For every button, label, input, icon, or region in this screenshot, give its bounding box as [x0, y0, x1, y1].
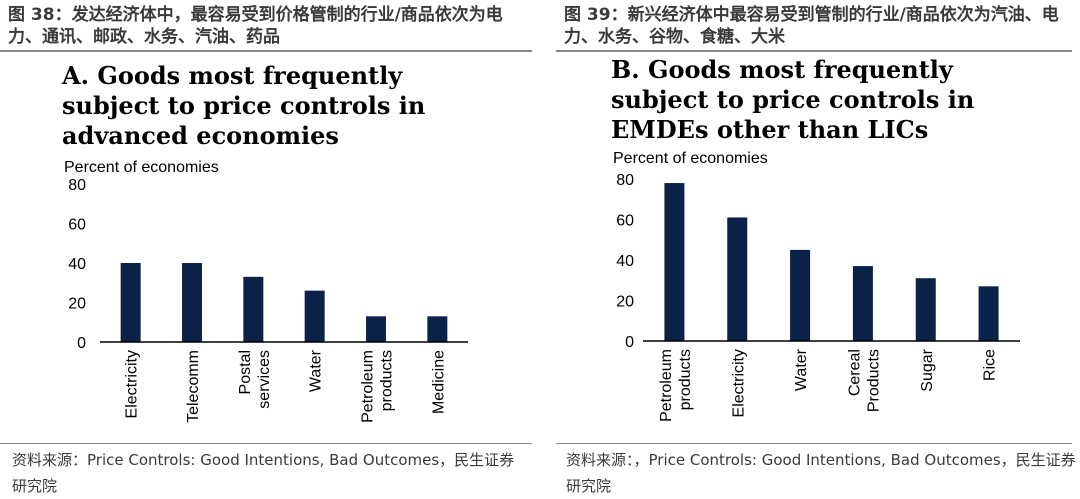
y-tick-label: 80 [68, 177, 86, 194]
top-divider [556, 50, 1072, 52]
x-tick-label: Sugar [919, 348, 936, 391]
bar-chart-emdes: Percent of economies 0 20 40 60 80 Petroleum pr… [613, 150, 1020, 422]
y-tick-label: 80 [616, 172, 634, 189]
x-tick-label: Products [865, 349, 882, 412]
y-tick-label: 40 [68, 256, 86, 273]
bar [120, 263, 141, 342]
chart-title: B. Goods most frequently subject to pric… [611, 55, 975, 144]
y-tick-label: 0 [77, 335, 86, 352]
figure-title: 图 39：新兴经济体中最容易受到管制的行业/商品依次为汽油、电力、水务、谷物、食… [564, 5, 1059, 47]
x-tick-label: Petroleum [658, 349, 675, 422]
x-tick-label: products [379, 350, 396, 411]
x-tick-label: Water [793, 348, 810, 391]
y-axis-label: Percent of economies [64, 159, 219, 176]
bar [790, 249, 811, 341]
x-tick-label: Petroleum [360, 350, 377, 423]
bar [978, 286, 999, 341]
y-tick-label: 0 [625, 334, 634, 351]
y-tick-label: 60 [616, 213, 634, 230]
figure-title: 图 38：发达经济体中，最容易受到价格管制的行业/商品依次为电力、通讯、邮政、水… [8, 5, 503, 47]
y-axis-label: Percent of economies [613, 150, 768, 167]
bar [182, 263, 202, 342]
top-divider [0, 50, 532, 52]
bar [366, 316, 386, 342]
bar [664, 183, 685, 341]
figure-panel-39: 图 39：新兴经济体中最容易受到管制的行业/商品依次为汽油、电力、水务、谷物、食… [556, 0, 1080, 495]
bar [727, 217, 748, 341]
bar [915, 278, 936, 341]
bar [427, 316, 448, 342]
x-tick-label: Postal [237, 350, 254, 394]
x-tick-label: Electricity [730, 349, 747, 417]
x-tick-label: Cereal [846, 349, 863, 396]
source-note: 资料来源：，Price Controls: Good Intentions, B… [566, 451, 1076, 495]
x-tick-label: products [677, 349, 694, 410]
y-tick-label: 20 [616, 294, 634, 311]
bottom-divider [0, 443, 532, 444]
figure-panel-38: 图 38：发达经济体中，最容易受到价格管制的行业/商品依次为电力、通讯、邮政、水… [0, 0, 540, 495]
bar [243, 276, 264, 342]
x-tick-label: Electricity [124, 350, 141, 418]
x-tick-label: Water [308, 349, 325, 392]
x-tick-label: Rice [982, 349, 999, 381]
x-tick-label: services [256, 350, 273, 409]
x-tick-label: Medicine [430, 350, 447, 414]
x-tick-label: Telecomm [185, 350, 202, 423]
y-tick-label: 40 [616, 253, 634, 270]
y-tick-label: 60 [68, 217, 86, 234]
bar [852, 266, 873, 341]
source-note: 资料来源：Price Controls: Good Intentions, Ba… [12, 451, 515, 495]
bar [304, 290, 325, 342]
bar-chart-advanced-economies: Percent of economies 0 20 40 60 80 Electricity… [64, 159, 468, 423]
chart-title: A. Goods most frequently subject to pric… [62, 61, 426, 150]
bottom-divider [556, 443, 1072, 444]
y-tick-label: 20 [68, 296, 86, 313]
